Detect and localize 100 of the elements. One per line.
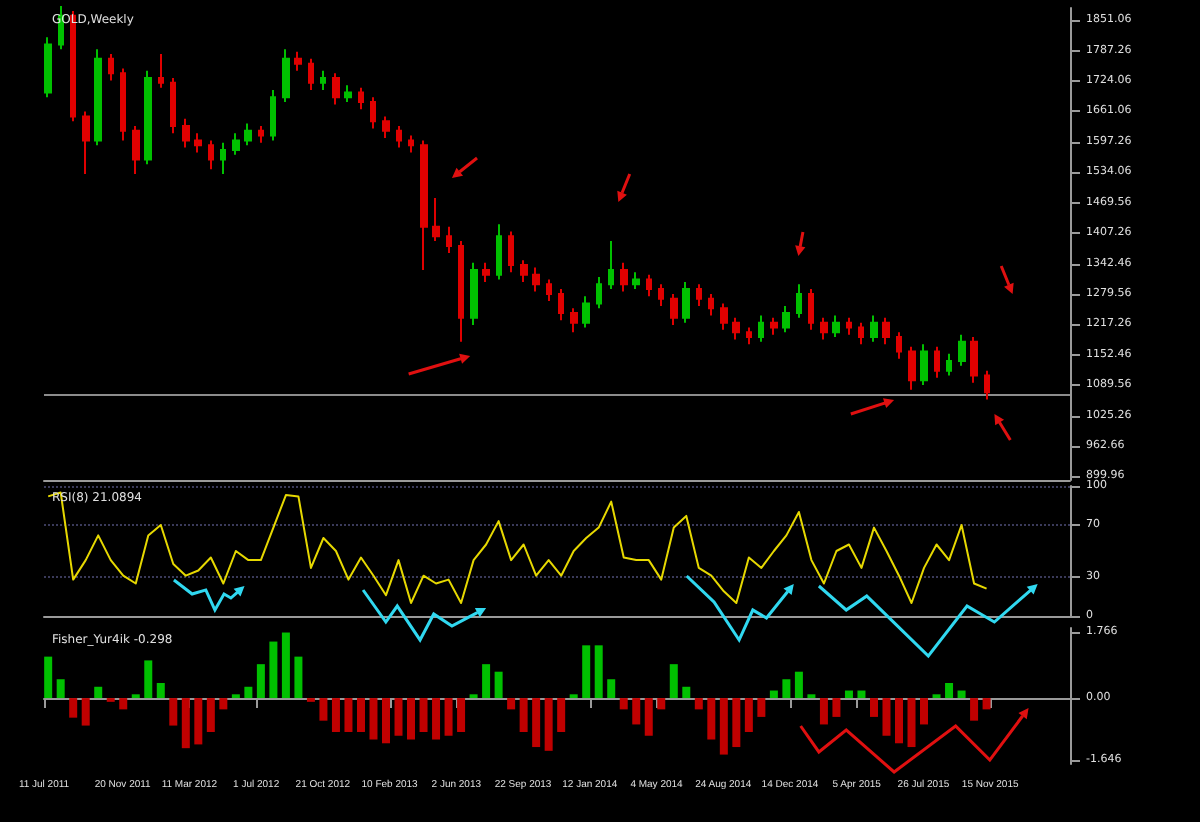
candlestick xyxy=(984,369,990,401)
candlestick xyxy=(658,283,664,307)
bar xyxy=(181,698,190,749)
bar xyxy=(206,698,215,732)
candlestick xyxy=(270,89,276,142)
bar xyxy=(356,698,365,732)
bar xyxy=(519,698,528,732)
candlestick xyxy=(358,86,364,111)
bar xyxy=(582,645,591,699)
candlestick xyxy=(546,278,552,303)
bar xyxy=(369,698,378,740)
candlestick xyxy=(82,110,90,175)
bar xyxy=(970,698,979,721)
line-series xyxy=(47,491,988,604)
bar xyxy=(669,664,678,699)
bar xyxy=(482,664,491,699)
candlestick xyxy=(370,96,376,130)
bar xyxy=(256,664,265,699)
bar xyxy=(757,698,766,717)
candlestick xyxy=(596,276,602,310)
candlestick xyxy=(232,132,240,156)
candlestick xyxy=(682,280,690,324)
candlestick xyxy=(620,261,628,293)
bar xyxy=(69,698,78,718)
candlestick xyxy=(846,316,852,336)
bar xyxy=(419,698,428,732)
bar xyxy=(156,683,165,699)
candlestick xyxy=(720,302,728,331)
bar xyxy=(81,698,90,726)
candlestick xyxy=(796,283,802,319)
bar xyxy=(945,683,954,699)
candlestick xyxy=(308,57,314,92)
bar xyxy=(882,698,891,736)
bar xyxy=(794,671,803,699)
candlestick xyxy=(282,48,290,104)
candlestick xyxy=(408,134,414,154)
candlestick xyxy=(746,326,752,346)
candlestick xyxy=(570,307,578,334)
bar xyxy=(869,698,878,717)
bar xyxy=(56,679,65,699)
candlestick xyxy=(332,72,340,106)
bar xyxy=(382,698,390,744)
bar xyxy=(319,698,328,721)
bar xyxy=(144,660,153,699)
bar xyxy=(982,698,991,710)
candlestick xyxy=(344,84,352,104)
candlestick xyxy=(446,225,452,255)
candlestick xyxy=(396,125,402,149)
bar xyxy=(707,698,716,740)
bar xyxy=(632,698,641,725)
bar xyxy=(532,698,541,748)
candlestick xyxy=(470,261,478,327)
candlestick xyxy=(382,115,390,139)
bar xyxy=(719,698,728,755)
bar xyxy=(294,656,303,699)
candlestick xyxy=(220,141,226,175)
candlestick xyxy=(870,314,878,343)
bar xyxy=(269,641,278,699)
candlestick xyxy=(732,316,740,341)
candlestick xyxy=(832,314,840,339)
candlestick xyxy=(458,240,464,343)
bar xyxy=(895,698,903,744)
bar xyxy=(832,698,841,717)
bar xyxy=(857,690,866,699)
candlestick xyxy=(670,292,678,327)
bar xyxy=(782,679,791,699)
bar xyxy=(619,698,628,710)
bar xyxy=(644,698,653,736)
bar xyxy=(744,698,753,732)
candlestick xyxy=(758,314,764,343)
bar xyxy=(920,698,929,725)
candlestick xyxy=(120,67,126,142)
candlestick xyxy=(896,331,902,360)
bar xyxy=(457,698,466,732)
candlestick xyxy=(708,292,714,317)
candlestick xyxy=(946,352,952,377)
candlestick xyxy=(158,53,164,89)
candlestick xyxy=(108,53,114,82)
candlestick xyxy=(194,132,202,154)
candlestick xyxy=(532,266,540,293)
bar xyxy=(407,698,416,740)
candlestick xyxy=(182,117,190,149)
candlestick xyxy=(558,288,564,322)
candlestick xyxy=(420,139,428,271)
bar xyxy=(694,698,703,710)
bar xyxy=(169,698,178,726)
candlestick xyxy=(858,321,864,346)
candlestick xyxy=(44,36,52,99)
bar xyxy=(444,698,453,736)
bar xyxy=(494,671,503,699)
candlestick xyxy=(608,240,614,291)
bar xyxy=(394,698,403,736)
candlestick xyxy=(244,122,252,147)
candlestick xyxy=(920,343,928,387)
bar xyxy=(844,690,853,699)
candlestick xyxy=(808,288,814,331)
candlestick xyxy=(970,336,978,384)
candlestick xyxy=(696,283,702,307)
bar xyxy=(331,698,340,732)
bar xyxy=(194,698,203,745)
